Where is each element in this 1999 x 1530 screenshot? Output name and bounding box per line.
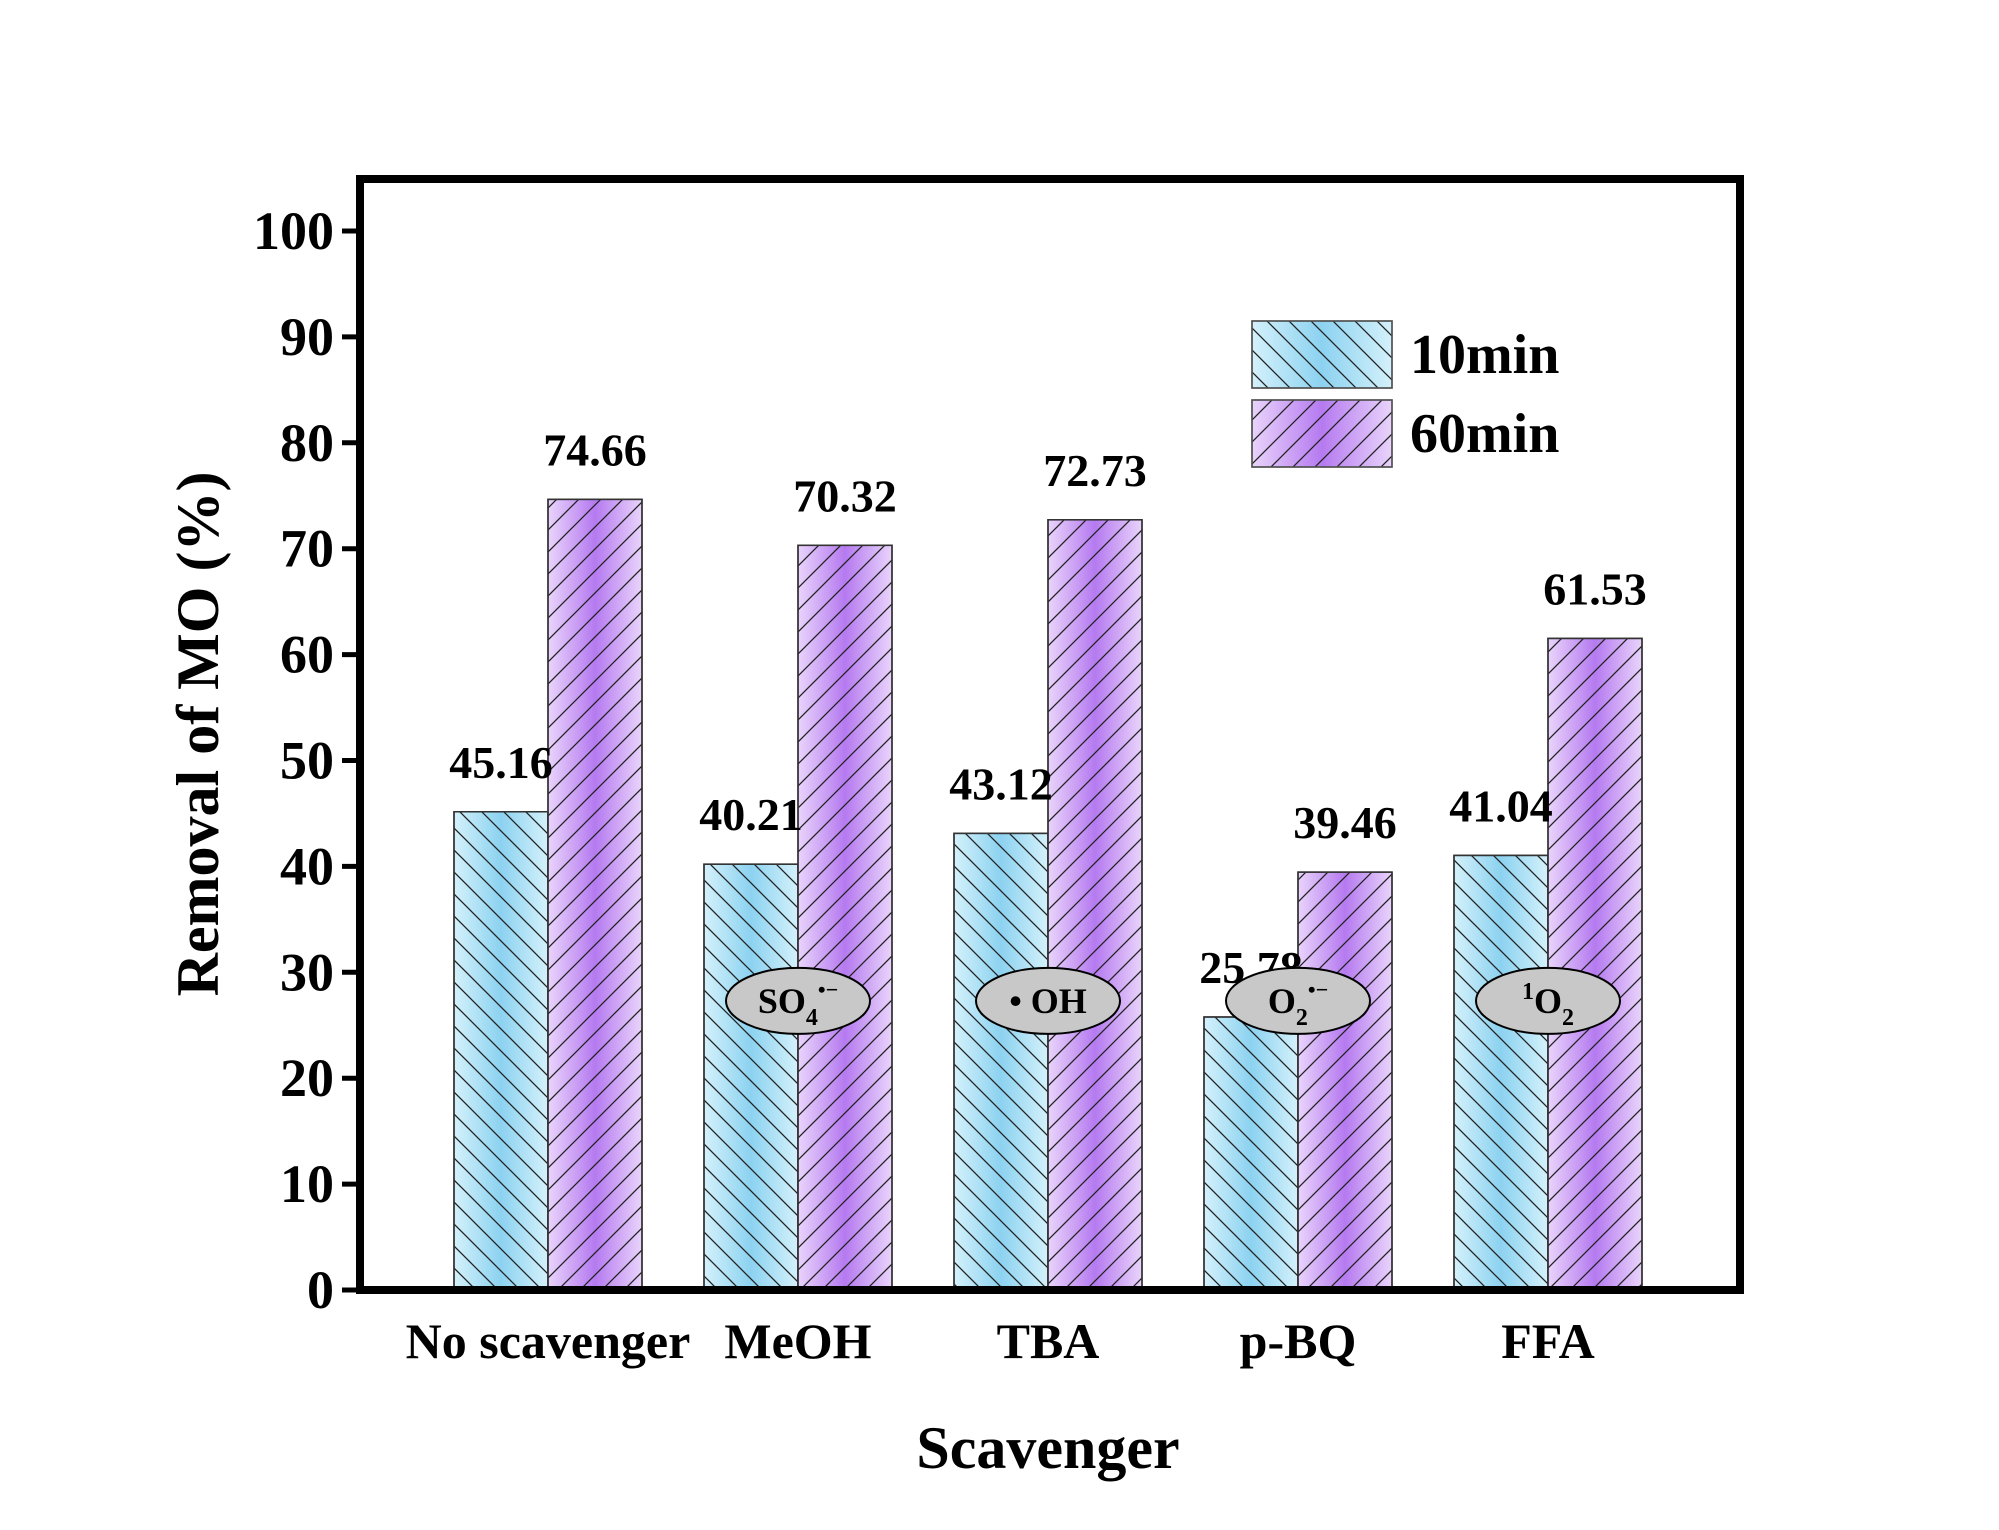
bar-hatch-meoh-10min: [703, 863, 799, 1291]
data-label-p-bq-60min: 39.46: [1293, 797, 1397, 848]
y-tick-label: 20: [280, 1048, 334, 1108]
bar-hatch-no-scavenger-10min: [453, 811, 549, 1291]
data-labels: 45.1674.6640.2170.3243.1272.7325.7839.46…: [449, 424, 1647, 993]
y-tick-label: 90: [280, 307, 334, 367]
annotation-ellipse: [725, 966, 871, 1035]
annotation-ellipse: [1475, 966, 1621, 1035]
annotation-text: SO4•−: [758, 977, 838, 1031]
legend-label-10min: 10min: [1410, 324, 1559, 386]
bar-hatch-tba-60min: [1047, 519, 1143, 1291]
data-label-meoh-10min: 40.21: [699, 789, 803, 840]
annotation-ellipse: [1225, 966, 1371, 1035]
bar-hatch-p-bq-60min: [1297, 871, 1393, 1291]
legend-hatch-10min: [1251, 320, 1393, 389]
bar-hatch-ffa-10min: [1453, 854, 1549, 1291]
data-label-ffa-60min: 61.53: [1543, 563, 1647, 614]
annotation-meoh: SO4•−: [725, 966, 871, 1035]
x-axis: No scavenger MeOH TBA p-BQ FFA: [406, 1313, 1595, 1369]
annotation-text: • OH: [1009, 981, 1087, 1021]
x-tick-label: MeOH: [724, 1313, 871, 1369]
annotation-text: O2•−: [1268, 977, 1328, 1031]
legend-item-10min: 10min: [1251, 320, 1559, 389]
y-tick-label: 40: [280, 836, 334, 896]
y-axis-label: Removal of MO (%): [165, 472, 231, 997]
data-label-ffa-10min: 41.04: [1449, 780, 1553, 831]
bar-hatch-tba-10min: [953, 832, 1049, 1291]
bars: [453, 498, 1643, 1291]
data-label-tba-10min: 43.12: [949, 758, 1053, 809]
annotation-ffa: 1O2: [1475, 966, 1621, 1035]
y-tick-label: 60: [280, 625, 334, 685]
x-axis-label: Scavenger: [916, 1415, 1179, 1481]
plot-frame: [356, 175, 1744, 1294]
bar-hatch-no-scavenger-60min: [547, 498, 643, 1291]
legend: 10min 60min: [1251, 320, 1559, 468]
annotation-tba: • OH: [975, 966, 1121, 1035]
data-label-tba-60min: 72.73: [1043, 445, 1147, 496]
x-tick-label: TBA: [997, 1313, 1100, 1369]
y-axis: 0 10 20 30 40 50 60 70 80 90 100: [253, 201, 360, 1320]
bar-hatch-ffa-60min: [1547, 637, 1643, 1291]
y-tick-label: 10: [280, 1154, 334, 1214]
bar-hatch-meoh-60min: [797, 544, 893, 1291]
annotation-p-bq: O2•−: [1225, 966, 1371, 1035]
data-label-meoh-60min: 70.32: [793, 470, 897, 521]
radical-annotations: SO4•− • OH O2•− 1O2: [725, 966, 1621, 1035]
x-tick-label: FFA: [1501, 1313, 1594, 1369]
annotation-ellipse: [975, 966, 1121, 1035]
y-tick-label: 100: [253, 201, 334, 261]
legend-label-60min: 60min: [1410, 403, 1559, 465]
x-tick-label: p-BQ: [1240, 1313, 1357, 1369]
y-tick-label: 80: [280, 413, 334, 473]
legend-hatch-60min: [1251, 399, 1393, 468]
y-tick-label: 50: [280, 731, 334, 791]
annotation-text: 1O2: [1522, 979, 1574, 1031]
y-tick-label: 70: [280, 519, 334, 579]
y-tick-label: 0: [307, 1260, 334, 1320]
data-label-no-scavenger-60min: 74.66: [543, 424, 647, 475]
bar-hatch-p-bq-10min: [1203, 1016, 1299, 1291]
x-tick-label: No scavenger: [406, 1313, 691, 1369]
data-label-no-scavenger-10min: 45.16: [449, 737, 553, 788]
legend-item-60min: 60min: [1251, 399, 1559, 468]
y-tick-label: 30: [280, 942, 334, 1002]
